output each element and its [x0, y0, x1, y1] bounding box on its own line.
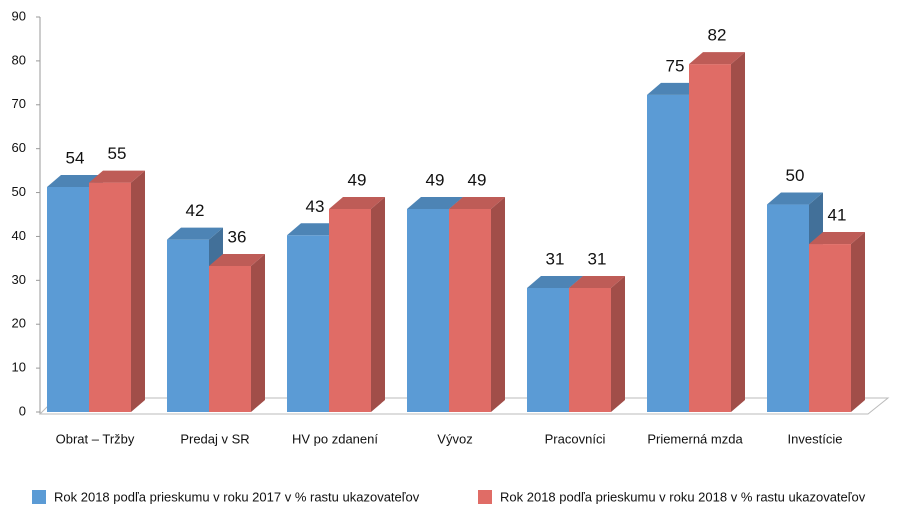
bar: [809, 232, 865, 412]
value-label: 50: [786, 166, 805, 185]
bar: [89, 170, 145, 412]
bar-side: [611, 275, 625, 412]
value-label: 42: [186, 201, 205, 220]
bar-side: [731, 52, 745, 412]
bar-front: [767, 204, 809, 412]
bar-front: [287, 235, 329, 412]
bar-side: [131, 170, 145, 412]
value-label: 49: [348, 170, 367, 189]
x-tick-label: Predaj v SR: [180, 431, 249, 446]
value-label: 49: [468, 170, 487, 189]
x-tick-label: Priemerná mzda: [647, 431, 743, 446]
x-tick-label: Vývoz: [437, 431, 472, 446]
bar-front: [647, 94, 689, 412]
bar-top: [527, 275, 583, 288]
x-tick-label: HV po zdanení: [292, 431, 378, 446]
bar-front: [449, 208, 491, 412]
y-tick-label: 80: [12, 52, 26, 67]
value-label: 31: [546, 249, 565, 268]
bar-top: [569, 275, 625, 288]
bar-side: [851, 232, 865, 412]
bar-front: [527, 287, 569, 412]
bar-front: [329, 208, 371, 412]
y-tick-label: 20: [12, 316, 26, 331]
value-label: 49: [426, 170, 445, 189]
value-label: 54: [66, 148, 85, 167]
value-label: 36: [228, 227, 247, 246]
bar-top: [767, 192, 823, 205]
legend-label: Rok 2018 podľa prieskumu v roku 2017 v %…: [54, 489, 420, 504]
value-label: 55: [108, 144, 127, 163]
x-tick-label: Pracovníci: [545, 431, 606, 446]
bar-front: [689, 64, 731, 412]
bar-side: [491, 196, 505, 412]
bar: [689, 52, 745, 412]
bar-front: [89, 182, 131, 412]
bar: [329, 196, 385, 412]
y-tick-label: 0: [19, 403, 26, 418]
value-label: 41: [828, 206, 847, 225]
y-tick-label: 40: [12, 228, 26, 243]
legend-label: Rok 2018 podľa prieskumu v roku 2018 v %…: [500, 489, 866, 504]
y-tick-label: 50: [12, 184, 26, 199]
value-label: 43: [306, 197, 325, 216]
bar-top: [89, 170, 145, 183]
bar-side: [371, 196, 385, 412]
y-tick-label: 70: [12, 96, 26, 111]
bar: [209, 254, 265, 412]
bar-front: [209, 266, 251, 412]
bar-front: [47, 187, 89, 412]
bar-side: [251, 254, 265, 412]
y-tick-label: 60: [12, 140, 26, 155]
bar-top: [209, 254, 265, 266]
y-tick-label: 10: [12, 360, 26, 375]
legend-swatch: [478, 490, 492, 504]
bar-front: [569, 287, 611, 412]
y-tick-label: 30: [12, 272, 26, 287]
x-tick-label: Obrat – Tržby: [56, 431, 135, 446]
bar-front: [809, 244, 851, 412]
bar-top: [449, 196, 505, 209]
value-label: 75: [666, 56, 685, 75]
bar-top: [329, 196, 385, 209]
bar-top: [407, 196, 463, 209]
y-tick-label: 90: [12, 8, 26, 23]
bar: [449, 196, 505, 412]
legend-swatch: [32, 490, 46, 504]
value-label: 82: [708, 26, 727, 45]
value-label: 31: [588, 249, 607, 268]
bar: [569, 275, 625, 412]
bar-top: [167, 227, 223, 240]
bar-top: [689, 52, 745, 65]
bar-front: [407, 208, 449, 412]
bar-top: [809, 232, 865, 245]
x-tick-label: Investície: [788, 431, 843, 446]
bar-front: [167, 239, 209, 412]
